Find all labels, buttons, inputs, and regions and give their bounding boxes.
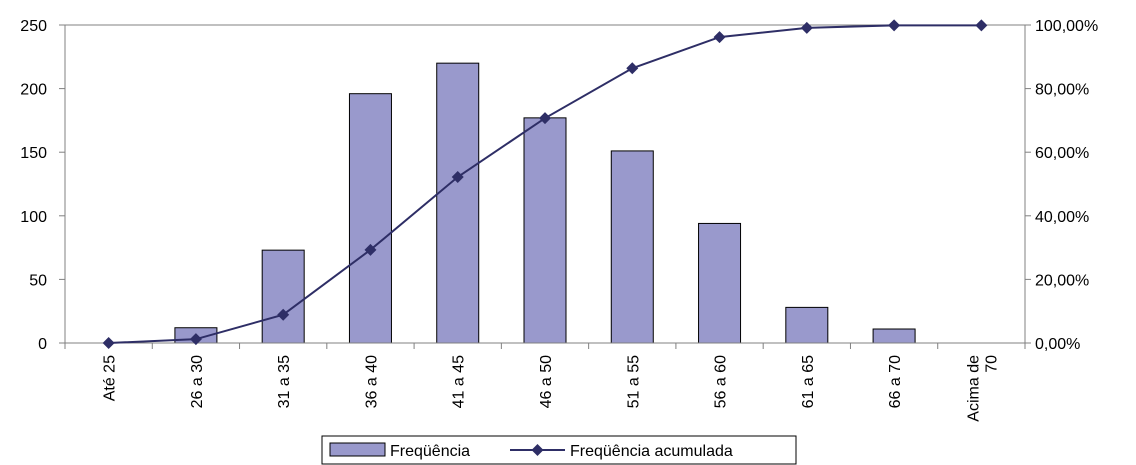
legend-label-frequencia: Freqüência — [390, 443, 470, 460]
left-axis-tick-label: 150 — [20, 145, 47, 162]
legend: Freqüência Freqüência acumulada — [321, 435, 797, 465]
bar-5 — [436, 62, 480, 344]
x-category-label: 46 a 50 — [538, 355, 555, 408]
cumulative-marker-9 — [800, 21, 813, 34]
cumulative-marker-7 — [626, 62, 639, 75]
bar-10 — [872, 328, 916, 344]
legend-label-frequencia-acumulada: Freqüência acumulada — [570, 443, 733, 460]
x-category-label: 66 a 70 — [887, 355, 904, 408]
cumulative-marker-4 — [364, 243, 377, 256]
right-axis-tick-label: 40,00% — [1035, 209, 1089, 226]
left-axis-tick-label: 50 — [29, 272, 47, 289]
x-category-label: 36 a 40 — [363, 355, 380, 408]
left-axis-tick-label: 100 — [20, 209, 47, 226]
x-category-label: 51 a 55 — [625, 355, 642, 408]
bar-8 — [698, 222, 742, 344]
cumulative-marker-11 — [975, 19, 988, 32]
cumulative-marker-10 — [888, 19, 901, 32]
x-category-label: Até 25 — [102, 355, 119, 401]
cumulative-marker-3 — [277, 308, 290, 321]
right-axis-tick-label: 20,00% — [1035, 272, 1089, 289]
cumulative-marker-2 — [189, 333, 202, 346]
bar-7 — [610, 150, 654, 344]
cumulative-marker-5 — [451, 171, 464, 184]
right-axis-tick-label: 60,00% — [1035, 145, 1089, 162]
bar-6 — [523, 117, 567, 344]
right-axis-tick-label: 0,00% — [1035, 336, 1080, 353]
bars-group — [174, 62, 916, 344]
x-category-label: 31 a 35 — [276, 355, 293, 408]
left-axis-tick-label: 0 — [38, 336, 47, 353]
bar-3 — [261, 249, 305, 344]
cumulative-line-group — [102, 19, 988, 349]
x-category-label: 41 a 45 — [451, 355, 468, 408]
bar-4 — [348, 93, 392, 344]
legend-bar-swatch — [329, 442, 386, 457]
left-axis-tick-label: 200 — [20, 82, 47, 99]
cumulative-marker-8 — [713, 31, 726, 44]
cumulative-marker-6 — [539, 112, 551, 125]
right-axis-tick-label: 100,00% — [1035, 18, 1098, 35]
x-category-label: 70 — [983, 355, 1000, 373]
tick-labels-group: 0 50 100 150 200 250 0,00% 20,00% 40,00% 60,00% 80… — [20, 18, 1098, 422]
x-category-label: 26 a 30 — [189, 355, 206, 408]
cumulative-marker-1 — [102, 337, 115, 349]
right-axis-tick-label: 80,00% — [1035, 82, 1089, 99]
legend-marker-swatch — [531, 444, 544, 456]
left-axis-tick-label: 250 — [20, 18, 47, 35]
bar-9 — [785, 306, 829, 344]
axes-group — [59, 24, 1031, 349]
x-category-label: 56 a 60 — [713, 355, 730, 408]
x-category-label: Acima de — [965, 355, 982, 422]
x-category-label: 61 a 65 — [800, 355, 817, 408]
